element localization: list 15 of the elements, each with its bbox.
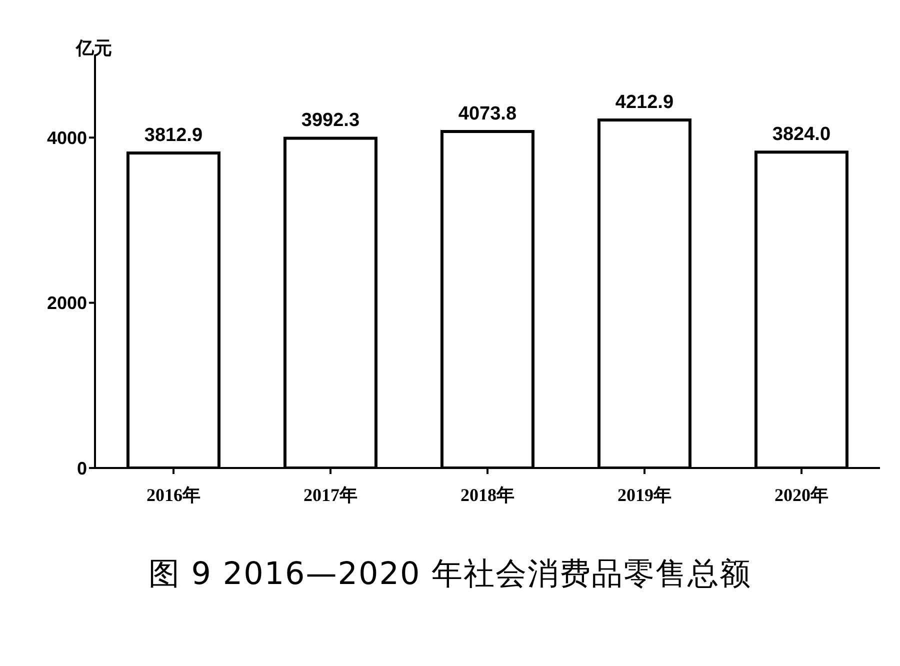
x-tick-label: 2017年 xyxy=(304,484,358,505)
x-tick-label: 2019年 xyxy=(618,484,672,505)
y-axis-title: 亿元 xyxy=(76,37,112,60)
text: 图 9 2016—2020 年社会消费品零售总额 xyxy=(147,555,753,594)
y-tick-label: 4000 xyxy=(46,128,87,148)
data-label: 4073.8 xyxy=(458,104,517,125)
data-label: 3812.9 xyxy=(144,125,203,146)
data-label: 3992.3 xyxy=(301,110,360,132)
data-label: 3824.0 xyxy=(772,124,831,146)
data-label: 4212.9 xyxy=(615,92,674,114)
y-tick-label: 0 xyxy=(76,458,87,478)
x-tick-label: 2020年 xyxy=(774,484,828,505)
y-tick-label: 2000 xyxy=(46,293,87,314)
x-tick-label: 2018年 xyxy=(460,484,514,505)
x-tick-label: 2016年 xyxy=(146,484,200,505)
